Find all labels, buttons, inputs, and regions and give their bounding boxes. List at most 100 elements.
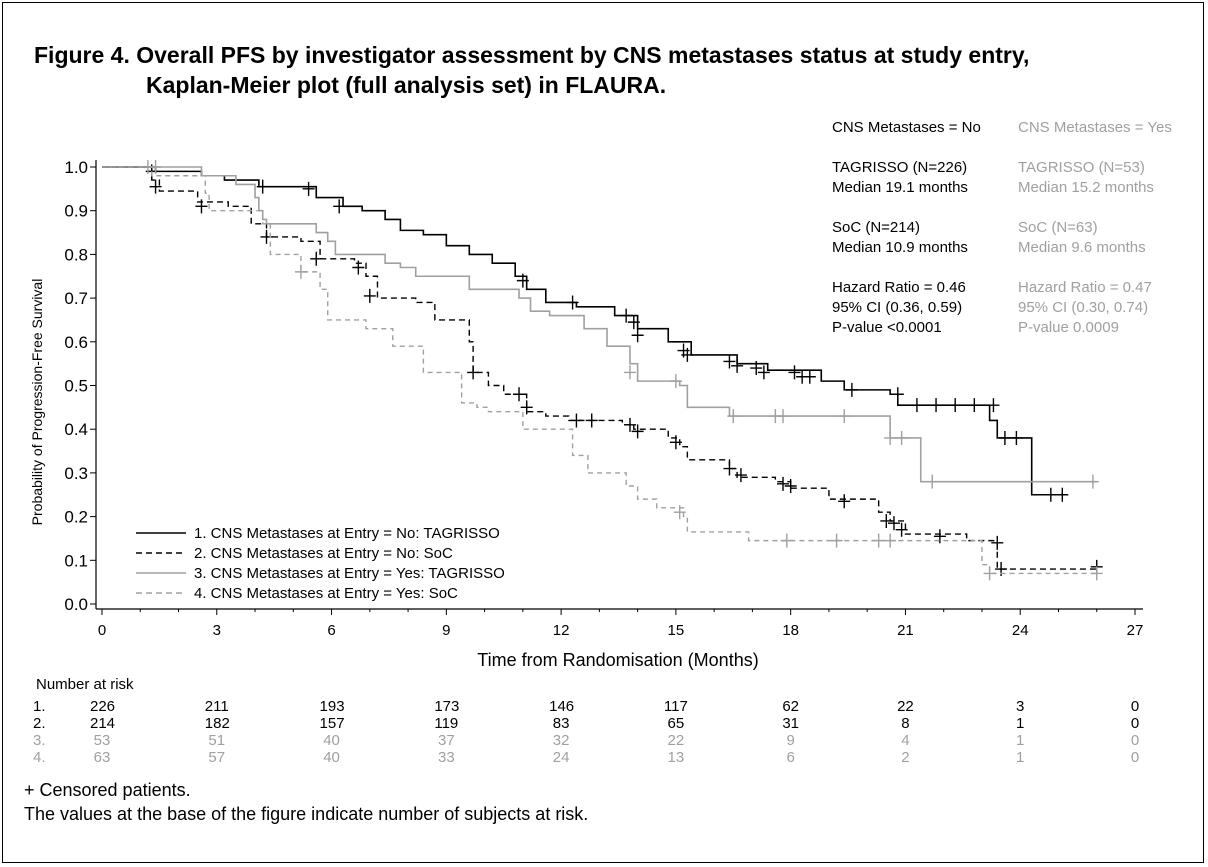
x-tick-label: 3: [213, 622, 221, 639]
censor-mark: [930, 398, 943, 413]
y-tick-label: 0.8: [64, 245, 88, 264]
stats-no-header: CNS Metastases = No: [832, 119, 981, 136]
y-tick-label: 0.5: [64, 377, 88, 396]
risk-cell: 31: [782, 715, 799, 732]
risk-cell: 0: [1130, 749, 1140, 766]
legend-label-2: 2. CNS Metastases at Entry = No: SoC: [194, 545, 453, 562]
risk-cell: 3: [1016, 698, 1025, 715]
risk-row-label: 3.: [33, 732, 46, 749]
stats-panel-no: CNS Metastases = No TAGRISSO (N=226) Med…: [832, 118, 981, 358]
censor-mark: [1044, 487, 1057, 502]
stats-yes-soc-n: SoC (N=63): [1018, 219, 1098, 236]
y-tick-label: 0.1: [64, 551, 88, 570]
censor-mark: [949, 398, 962, 413]
y-axis-label: Probability of Progression-Free Survival: [29, 279, 45, 526]
censor-mark: [1056, 487, 1069, 502]
risk-cell: 1: [1016, 715, 1025, 732]
risk-row-label: 2.: [33, 715, 46, 732]
x-tick-label: 9: [442, 622, 450, 639]
censor-mark: [933, 529, 946, 544]
x-tick-label: 15: [668, 622, 685, 639]
censor-mark: [627, 315, 640, 330]
censor-mark: [673, 505, 686, 520]
censor-mark: [880, 513, 893, 528]
risk-cell: 2: [901, 749, 910, 766]
risk-cell: 22: [667, 732, 685, 749]
risk-cell: 182: [204, 715, 230, 732]
censor-mark: [884, 430, 897, 445]
risk-cell: 146: [549, 698, 575, 715]
risk-cell: 37: [437, 732, 455, 749]
risk-cell: 157: [319, 715, 345, 732]
risk-cell: 173: [434, 698, 460, 715]
censor-mark: [723, 354, 736, 369]
censor-mark: [333, 199, 346, 214]
plot-legend: 1. CNS Metastases at Entry = No: TAGRISS…: [136, 525, 505, 602]
censor-mark: [968, 398, 981, 413]
km-plot: 0 3 6 9 12 15 18 21 24 27 0.0 0.1 0.2 0.3 0.4 0.5 0.6 0.7…: [29, 158, 1143, 670]
censor-mark: [669, 435, 682, 450]
censor-mark: [803, 369, 816, 384]
risk-cell: 214: [90, 715, 116, 732]
x-tick-label: 6: [327, 622, 335, 639]
risk-cell: 33: [437, 749, 455, 766]
legend-label-1: 1. CNS Metastases at Entry = No: TAGRISS…: [194, 525, 500, 542]
censor-mark: [727, 409, 740, 424]
stats-yes-tagrisso-n: TAGRISSO (N=53): [1018, 159, 1145, 176]
censor-mark: [623, 365, 636, 380]
legend-label-4: 4. CNS Metastases at Entry = Yes: SoC: [194, 585, 458, 602]
stats-yes-soc-median: Median 9.6 months: [1018, 239, 1146, 256]
censor-mark: [998, 430, 1011, 445]
y-tick-label: 0.3: [64, 464, 88, 483]
censor-mark: [195, 199, 208, 214]
censor-mark: [750, 361, 763, 376]
censor-mark: [631, 328, 644, 343]
risk-cell: 193: [319, 698, 345, 715]
censor-mark: [830, 533, 843, 548]
series-line-3: [102, 166, 1097, 483]
censor-mark: [838, 494, 851, 509]
stats-no-p-value: P-value <0.0001: [832, 319, 942, 336]
risk-cell: 211: [204, 698, 229, 715]
censor-mark: [302, 181, 315, 196]
censor-mark: [1090, 566, 1103, 581]
risk-cell: 9: [786, 732, 795, 749]
censor-mark: [631, 424, 644, 439]
stats-yes-p-value: P-value 0.0009: [1018, 319, 1119, 336]
stats-yes-tagrisso-median: Median 15.2 months: [1018, 179, 1154, 196]
risk-cell: 226: [90, 698, 116, 715]
censor-mark: [784, 479, 797, 494]
censor-mark: [352, 260, 365, 275]
risk-cell: 57: [208, 749, 226, 766]
censor-mark: [1086, 474, 1099, 489]
risk-cell: 53: [93, 732, 111, 749]
risk-cell: 8: [901, 715, 910, 732]
stats-no-soc-n: SoC (N=214): [832, 219, 920, 236]
censor-mark: [872, 533, 885, 548]
censor-mark: [585, 413, 598, 428]
risk-row-label: 1.: [33, 698, 46, 715]
risk-cell: 65: [667, 715, 685, 732]
stats-no-hazard-ratio: Hazard Ratio = 0.46: [832, 279, 966, 296]
censor-mark: [788, 365, 801, 380]
stats-panel-yes: CNS Metastases = Yes TAGRISSO (N=53) Med…: [1018, 118, 1172, 358]
stats-no-tagrisso-median: Median 19.1 months: [832, 179, 968, 196]
censor-mark: [731, 358, 744, 373]
censor-mark: [910, 398, 923, 413]
censor-mark: [777, 476, 790, 491]
censor-mark: [513, 387, 526, 402]
risk-cell: 117: [663, 698, 688, 715]
y-tick-label: 0.7: [64, 289, 88, 308]
legend-label-3: 3. CNS Metastases at Entry = Yes: TAGRIS…: [194, 565, 505, 582]
risk-table-header: Number at risk: [36, 676, 134, 693]
title-line-1: Figure 4. Overall PFS by investigator as…: [34, 42, 1030, 68]
x-tick-label: 24: [1012, 622, 1029, 639]
censor-mark: [983, 566, 996, 581]
risk-cell: 6: [786, 749, 795, 766]
series-line-4: [102, 166, 1097, 575]
censor-mark: [987, 398, 1000, 413]
y-tick-label: 1.0: [64, 158, 88, 177]
censor-mark: [1010, 430, 1023, 445]
censor-mark: [757, 365, 770, 380]
censor-mark: [141, 160, 154, 174]
